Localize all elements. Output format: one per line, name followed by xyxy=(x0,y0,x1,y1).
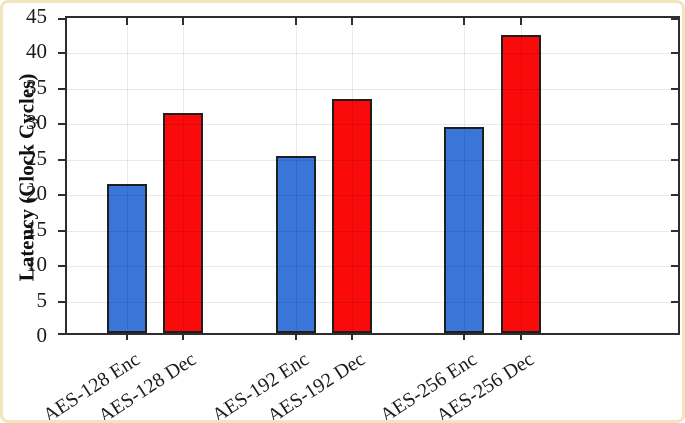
y-tick xyxy=(671,229,678,232)
x-tick-labels: AES-128 Enc AES-128 Dec AES-192 Enc AES-192… xyxy=(40,337,680,420)
y-tick-label: 10 xyxy=(26,252,47,277)
y-tick xyxy=(671,300,678,303)
y-tick-label: 45 xyxy=(26,4,47,28)
x-tick xyxy=(351,18,353,25)
y-tick xyxy=(58,87,65,90)
h-gridline xyxy=(67,159,678,161)
y-tick xyxy=(58,52,65,55)
y-tick-label: 25 xyxy=(26,145,47,170)
y-tick xyxy=(671,87,678,90)
h-gridline xyxy=(67,53,678,55)
x-tick xyxy=(463,18,465,25)
bar-aes-128-dec xyxy=(162,113,203,333)
y-tick xyxy=(671,18,678,20)
y-tick-label: 15 xyxy=(26,216,47,241)
x-tick xyxy=(520,335,522,340)
bar-aes-192-dec xyxy=(332,99,372,333)
y-tick-labels: 0 5 10 15 20 25 30 35 40 45 xyxy=(3,6,57,346)
y-tick xyxy=(58,18,65,20)
y-tick xyxy=(58,194,65,197)
x-tick xyxy=(126,18,128,25)
h-gridline xyxy=(67,230,678,232)
x-tick xyxy=(126,335,128,340)
h-gridline xyxy=(67,301,678,303)
bar-aes-256-dec xyxy=(501,35,541,333)
y-tick xyxy=(671,265,678,268)
x-tick xyxy=(351,335,353,340)
h-gridline xyxy=(67,124,678,126)
y-tick xyxy=(671,333,678,335)
y-tick xyxy=(58,333,65,335)
y-tick xyxy=(58,229,65,232)
h-gridline xyxy=(67,88,678,90)
x-tick xyxy=(295,18,297,25)
y-tick xyxy=(671,194,678,197)
y-tick-label: 0 xyxy=(36,323,48,347)
h-gridline xyxy=(67,266,678,268)
h-gridline xyxy=(67,195,678,197)
y-tick xyxy=(58,300,65,303)
y-tick xyxy=(671,123,678,126)
y-tick xyxy=(58,265,65,268)
y-tick xyxy=(58,158,65,161)
y-tick-label: 20 xyxy=(26,181,47,206)
x-tick xyxy=(181,335,184,340)
y-tick-label: 40 xyxy=(26,39,47,64)
y-tick xyxy=(671,52,678,55)
y-tick-label: 35 xyxy=(26,74,47,99)
x-tick xyxy=(520,18,522,25)
y-tick-label: 5 xyxy=(36,287,48,312)
y-tick xyxy=(58,123,65,126)
plot-area xyxy=(58,16,680,340)
x-tick xyxy=(295,335,297,340)
bar-aes-192-enc xyxy=(276,155,316,333)
x-tick xyxy=(181,18,184,25)
y-tick-label: 30 xyxy=(26,110,47,135)
bar-aes-256-enc xyxy=(444,127,484,333)
x-tick xyxy=(463,335,465,340)
bar-aes-128-enc xyxy=(107,184,147,333)
y-tick xyxy=(671,158,678,161)
